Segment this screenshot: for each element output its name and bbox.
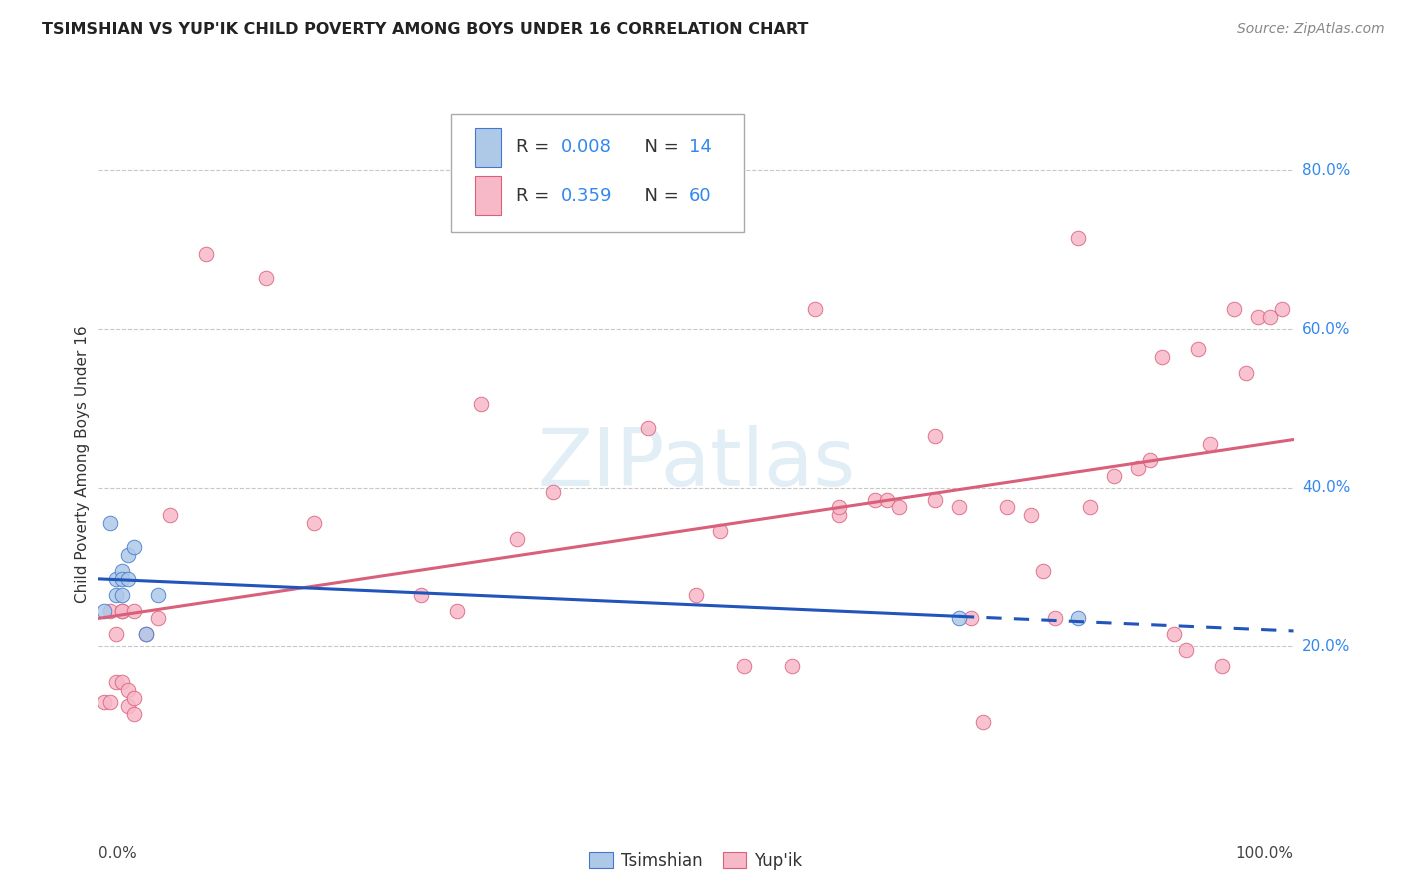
Point (124, 603, 146, 617)
Point (1175, 643, 1198, 657)
Point (685, 588, 707, 602)
Point (111, 674, 134, 689)
Point (135, 627, 157, 641)
Point (1019, 508, 1042, 523)
Point (1246, 310, 1268, 325)
Point (98, 603, 122, 617)
Point (111, 603, 134, 617)
Point (117, 572, 139, 586)
Point (411, 588, 433, 602)
Point (93, 603, 115, 617)
Point (863, 492, 886, 507)
Text: 100.0%: 100.0% (1236, 846, 1294, 861)
Text: 60.0%: 60.0% (1302, 321, 1350, 336)
Point (105, 674, 128, 689)
Point (1080, 500, 1102, 515)
Point (111, 572, 134, 586)
Point (1271, 302, 1294, 317)
Point (1139, 453, 1161, 467)
Point (1211, 659, 1233, 673)
Point (124, 690, 146, 705)
Point (135, 627, 157, 641)
Text: Source: ZipAtlas.com: Source: ZipAtlas.com (1237, 22, 1385, 37)
Point (470, 397, 492, 411)
Point (148, 611, 170, 625)
Point (1187, 342, 1209, 356)
Text: 0.359: 0.359 (561, 186, 613, 205)
Point (105, 588, 128, 602)
FancyBboxPatch shape (451, 114, 744, 232)
Point (541, 484, 564, 499)
Point (828, 500, 851, 515)
Point (159, 508, 181, 523)
Text: 40.0%: 40.0% (1302, 480, 1350, 495)
Point (117, 698, 139, 713)
Point (924, 429, 946, 443)
Text: 80.0%: 80.0% (1302, 163, 1350, 178)
FancyBboxPatch shape (475, 177, 501, 216)
Text: 60: 60 (689, 186, 711, 205)
Point (948, 500, 970, 515)
Text: R =: R = (516, 186, 554, 205)
Point (804, 302, 827, 317)
Point (972, 714, 994, 729)
Y-axis label: Child Poverty Among Boys Under 16: Child Poverty Among Boys Under 16 (75, 325, 90, 603)
Text: 0.0%: 0.0% (98, 846, 138, 861)
Point (105, 627, 128, 641)
Point (105, 572, 128, 586)
Point (254, 270, 277, 285)
Point (733, 659, 755, 673)
Text: R =: R = (516, 138, 554, 156)
Text: ZIPatlas: ZIPatlas (537, 425, 855, 503)
Point (124, 706, 146, 721)
Text: 0.008: 0.008 (561, 138, 612, 156)
Text: 20.0%: 20.0% (1302, 639, 1350, 654)
Point (1198, 437, 1220, 451)
Point (889, 500, 911, 515)
Point (111, 564, 134, 578)
Point (924, 492, 946, 507)
Point (637, 421, 659, 435)
Point (948, 611, 970, 625)
FancyBboxPatch shape (475, 128, 501, 167)
Point (446, 603, 468, 617)
Point (117, 548, 139, 562)
Legend: Tsimshian, Yup'ik: Tsimshian, Yup'ik (582, 846, 810, 877)
Point (93, 695, 115, 709)
Point (1067, 611, 1090, 625)
Point (1067, 231, 1090, 245)
Point (111, 603, 134, 617)
Point (780, 659, 803, 673)
Point (1234, 366, 1257, 380)
Point (959, 611, 981, 625)
Text: 14: 14 (689, 138, 711, 156)
Text: N =: N = (633, 138, 685, 156)
Point (1102, 468, 1125, 483)
Point (98, 516, 122, 531)
Text: N =: N = (633, 186, 685, 205)
Point (1258, 310, 1281, 325)
Point (995, 500, 1018, 515)
Point (1222, 302, 1246, 317)
Text: TSIMSHIAN VS YUP'IK CHILD POVERTY AMONG BOYS UNDER 16 CORRELATION CHART: TSIMSHIAN VS YUP'IK CHILD POVERTY AMONG … (42, 22, 808, 37)
Point (194, 246, 217, 260)
Point (828, 508, 851, 523)
Point (117, 682, 139, 697)
Point (876, 492, 898, 507)
Point (111, 588, 134, 602)
Point (1043, 611, 1066, 625)
Point (1150, 350, 1173, 364)
Point (709, 524, 731, 539)
Point (124, 540, 146, 554)
Point (1128, 460, 1150, 475)
Point (302, 516, 325, 531)
Point (148, 588, 170, 602)
Point (1032, 564, 1054, 578)
Point (1163, 627, 1185, 641)
Point (98, 695, 122, 709)
Point (506, 532, 529, 546)
